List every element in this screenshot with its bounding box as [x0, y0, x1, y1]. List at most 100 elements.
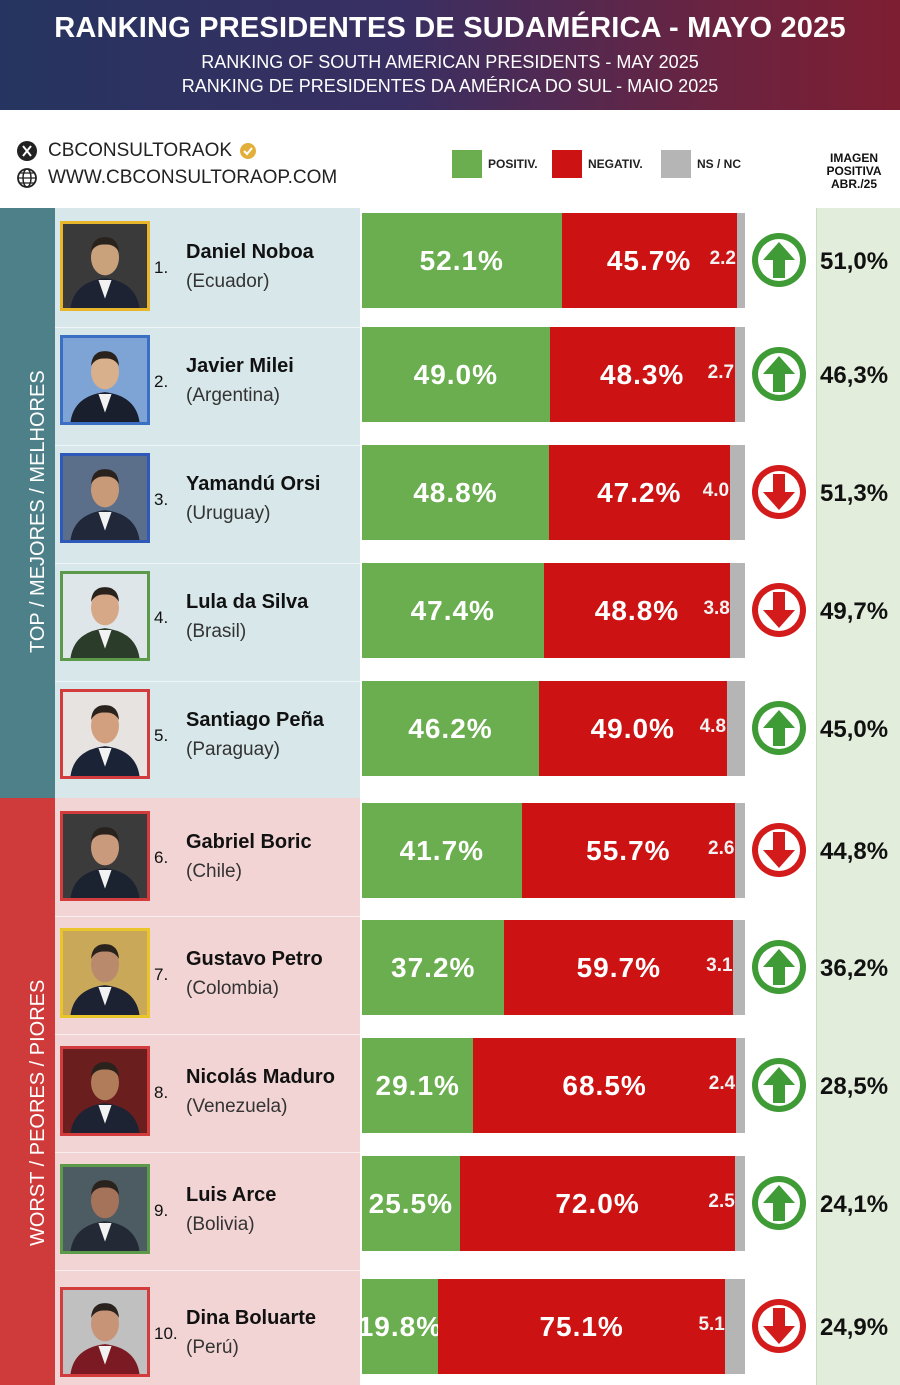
president-country: (Paraguay) [186, 739, 280, 760]
legend-negative-label: NEGATIV. [588, 157, 643, 171]
bar-negative: 48.3% [549, 327, 735, 422]
bar-positive: 47.4% [362, 563, 544, 658]
bar-negative: 47.2% [548, 445, 730, 540]
rank-number: 1. [154, 258, 169, 277]
president-name: Gabriel Boric [186, 831, 312, 853]
bar-negative-label: 48.3% [599, 358, 685, 390]
trend-up-icon [751, 232, 807, 288]
april-positive-image: 49,7% [820, 598, 889, 625]
top-group-label: TOP / MEJORES / MELHORES [27, 370, 49, 653]
rank-number: 10. [154, 1324, 178, 1343]
legend-nsnc: NS / NC [661, 150, 741, 178]
bar-negative-label: 59.7% [576, 951, 661, 983]
bar-nsnc-label: 2.4 [708, 1073, 736, 1094]
bar-positive: 46.2% [362, 681, 539, 776]
president-photo [60, 928, 150, 1018]
president-country: (Colombia) [186, 978, 279, 999]
bar-nsnc-label: 5.1 [698, 1314, 725, 1335]
trend-down-icon [751, 464, 807, 520]
image-header-line1: IMAGEN [830, 151, 878, 165]
bar-nsnc-label: 4.8 [699, 716, 727, 737]
president-country: (Chile) [186, 861, 242, 882]
top-group-band: TOP / MEJORES / MELHORES [0, 208, 55, 798]
april-positive-image: 51,0% [820, 248, 889, 275]
legend-negative-swatch [552, 150, 582, 178]
president-photo [60, 1046, 150, 1136]
trend-down-icon [751, 822, 807, 878]
image-column-cell [816, 1270, 900, 1385]
bar-positive: 19.8% [362, 1279, 441, 1374]
bar-negative: 45.7% [561, 213, 737, 308]
president-photo [60, 571, 150, 661]
stacked-bar: 46.2% 49.0% [362, 681, 745, 776]
row-separator [55, 1034, 360, 1035]
president-country: (Ecuador) [186, 271, 270, 292]
website-link[interactable]: WWW.CBCONSULTORAOP.COM [48, 167, 338, 188]
president-photo [60, 811, 150, 901]
image-column-header: IMAGEN POSITIVA ABR./25 [808, 152, 900, 191]
rank-number: 6. [154, 848, 169, 867]
bar-nsnc-label: 2.5 [708, 1191, 735, 1212]
president-country: (Argentina) [186, 385, 280, 406]
president-photo [60, 453, 150, 543]
verified-badge-icon [239, 142, 257, 160]
bar-negative: 72.0% [459, 1156, 736, 1251]
globe-icon [16, 167, 38, 189]
bar-positive: 48.8% [362, 445, 549, 540]
bar-negative: 55.7% [521, 803, 736, 898]
president-name: Lula da Silva [186, 591, 309, 613]
legend-positive-swatch [452, 150, 482, 178]
trend-up-icon [751, 1175, 807, 1231]
president-country: (Uruguay) [186, 503, 271, 524]
stacked-bar: 49.0% 48.3% [362, 327, 745, 422]
trend-down-icon [751, 582, 807, 638]
bar-negative: 59.7% [504, 920, 734, 1015]
social-handle[interactable]: CBCONSULTORAOK [48, 140, 233, 161]
trend-up-icon [751, 939, 807, 995]
image-column-cell [816, 208, 900, 327]
bar-nsnc [729, 445, 745, 540]
legend-positive: POSITIV. [452, 150, 538, 178]
social-handle-row: CBCONSULTORAOK [16, 140, 257, 162]
trend-up-icon [751, 1057, 807, 1113]
bar-negative-label: 47.2% [597, 476, 682, 508]
image-column-cell [816, 327, 900, 445]
image-column-cell [816, 798, 900, 916]
bar-negative-label: 45.7% [606, 244, 692, 276]
image-column-cell [816, 445, 900, 563]
worst-group-label: WORST / PEORES / PIORES [27, 979, 49, 1246]
bar-nsnc [733, 920, 745, 1015]
president-country: (Brasil) [186, 621, 247, 642]
legend-nsnc-label: NS / NC [697, 157, 742, 171]
bar-positive: 41.7% [362, 803, 522, 898]
page-title: RANKING PRESIDENTES DE SUDAMÉRICA - MAYO… [54, 12, 846, 44]
stacked-bar: 29.1% 68.5% [362, 1038, 745, 1133]
stacked-bar: 37.2% 59.7% [362, 920, 745, 1015]
stacked-bar: 47.4% 48.8% [362, 563, 745, 658]
bar-negative-label: 48.8% [594, 594, 680, 626]
april-positive-image: 46,3% [820, 362, 889, 389]
bar-positive: 25.5% [362, 1156, 460, 1251]
image-header-line3: ABR./25 [830, 177, 877, 191]
april-positive-image: 45,0% [820, 716, 889, 743]
bar-positive: 37.2% [362, 920, 505, 1015]
stacked-bar: 48.8% 47.2% [362, 445, 745, 540]
row-separator [55, 327, 360, 328]
rank-number: 8. [154, 1083, 169, 1102]
bar-nsnc [730, 563, 745, 658]
image-header-line2: POSITIVA [826, 164, 882, 178]
row-separator [55, 1152, 360, 1153]
president-country: (Bolivia) [186, 1214, 255, 1235]
image-column-cell [816, 563, 900, 681]
bar-negative: 68.5% [473, 1038, 736, 1133]
bar-negative: 49.0% [538, 681, 727, 776]
bar-negative-label: 68.5% [562, 1069, 647, 1101]
subtitle-english: RANKING OF SOUTH AMERICAN PRESIDENTS - M… [201, 52, 699, 72]
president-name: Yamandú Orsi [186, 473, 321, 495]
april-positive-image: 24,9% [820, 1314, 889, 1341]
president-name: Luis Arce [186, 1184, 277, 1206]
bar-nsnc [725, 1279, 745, 1374]
legend-positive-label: POSITIV. [488, 157, 538, 171]
president-name: Santiago Peña [186, 709, 324, 731]
bar-negative-label: 75.1% [539, 1310, 624, 1342]
